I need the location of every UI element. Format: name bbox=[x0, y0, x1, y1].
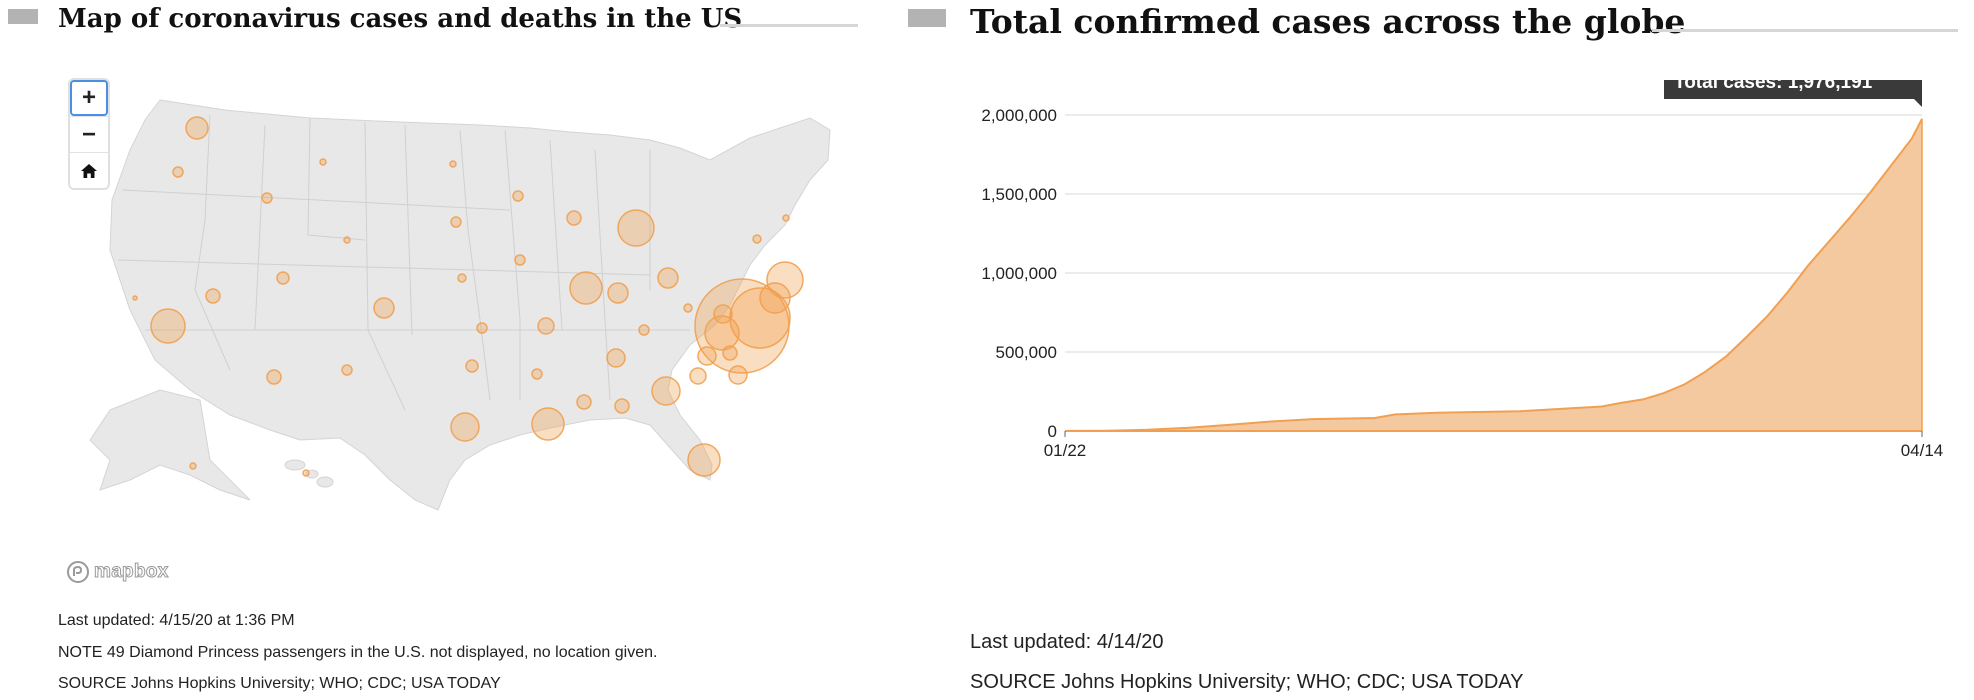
case-bubble bbox=[205, 288, 221, 304]
tooltip-box bbox=[1664, 80, 1922, 99]
case-bubble bbox=[722, 345, 738, 361]
case-bubble bbox=[189, 462, 197, 470]
case-bubble bbox=[450, 412, 480, 442]
case-bubble bbox=[713, 304, 733, 324]
case-bubble bbox=[607, 282, 629, 304]
tooltip-pointer bbox=[1914, 99, 1922, 107]
mapbox-attribution[interactable]: mapbox bbox=[66, 558, 169, 586]
y-tick-label: 1,000,000 bbox=[981, 264, 1057, 283]
case-bubble bbox=[457, 273, 467, 283]
cases-area bbox=[1065, 118, 1922, 432]
headline-rule bbox=[720, 24, 858, 27]
us-map[interactable] bbox=[50, 70, 850, 570]
y-tick-label: 1,500,000 bbox=[981, 185, 1057, 204]
case-bubble bbox=[683, 303, 693, 313]
x-tick-label: 01/22 bbox=[1044, 441, 1087, 460]
case-bubble bbox=[449, 160, 457, 168]
home-icon bbox=[81, 163, 97, 178]
zoom-in-button[interactable]: + bbox=[70, 80, 108, 116]
case-bubble bbox=[704, 315, 740, 351]
case-bubble bbox=[569, 271, 603, 305]
case-bubble bbox=[728, 365, 748, 385]
case-bubble bbox=[759, 282, 791, 314]
case-bubble bbox=[531, 407, 565, 441]
map-source: SOURCE Johns Hopkins University; WHO; CD… bbox=[58, 675, 501, 692]
chart-last-updated: Last updated: 4/14/20 bbox=[970, 631, 1164, 653]
case-bubble bbox=[266, 369, 282, 385]
headline-rule bbox=[1652, 29, 1958, 32]
case-bubble bbox=[302, 469, 310, 477]
map-last-updated: Last updated: 4/15/20 at 1:36 PM bbox=[58, 612, 295, 629]
case-bubble bbox=[729, 287, 791, 349]
case-bubble bbox=[514, 254, 526, 266]
case-bubble bbox=[465, 359, 479, 373]
case-bubble bbox=[697, 346, 717, 366]
case-bubble bbox=[576, 394, 592, 410]
zoom-out-button[interactable]: − bbox=[70, 116, 108, 152]
case-bubble bbox=[617, 209, 655, 247]
headline-block bbox=[8, 9, 38, 24]
case-bubbles bbox=[132, 116, 804, 477]
headline-block bbox=[908, 9, 946, 27]
case-bubble bbox=[687, 443, 721, 477]
cases-area-chart[interactable]: 0 500,000 1,000,000 1,500,000 2,000,000 01/22… bbox=[900, 80, 1974, 600]
y-tick-label: 0 bbox=[1048, 422, 1057, 441]
x-tick-label: 04/14 bbox=[1901, 441, 1944, 460]
chart-panel: Total confirmed cases across the globe 0… bbox=[900, 0, 1974, 700]
cases-line bbox=[1064, 118, 1923, 432]
case-bubble bbox=[766, 261, 804, 299]
case-bubble bbox=[512, 190, 524, 202]
case-bubble bbox=[531, 368, 543, 380]
tooltip-text: Total cases: 1,976,191 bbox=[1674, 80, 1873, 93]
zoom-control: + − bbox=[70, 80, 108, 188]
y-tick-label: 2,000,000 bbox=[981, 106, 1057, 125]
case-bubble bbox=[651, 376, 681, 406]
case-bubble bbox=[566, 210, 582, 226]
case-bubble bbox=[752, 234, 762, 244]
case-bubble bbox=[537, 317, 555, 335]
chart-headline: Total confirmed cases across the globe bbox=[900, 0, 1974, 50]
case-bubble bbox=[343, 236, 351, 244]
state-boundaries bbox=[117, 114, 690, 411]
case-bubble bbox=[657, 267, 679, 289]
case-bubble bbox=[319, 158, 327, 166]
case-bubble bbox=[185, 116, 209, 140]
case-bubble bbox=[606, 348, 626, 368]
mapbox-wordmark: mapbox bbox=[94, 561, 169, 583]
case-bubble bbox=[450, 216, 462, 228]
chart-title: Total confirmed cases across the globe bbox=[970, 2, 1686, 41]
case-bubble bbox=[638, 324, 650, 336]
case-bubble bbox=[689, 367, 707, 385]
case-bubble bbox=[782, 214, 790, 222]
case-bubble bbox=[132, 295, 138, 301]
chart-source: SOURCE Johns Hopkins University; WHO; CD… bbox=[970, 671, 1524, 693]
case-bubble bbox=[261, 192, 273, 204]
case-bubble bbox=[373, 297, 395, 319]
map-headline: Map of coronavirus cases and deaths in t… bbox=[0, 0, 880, 50]
alaska-shape bbox=[89, 389, 251, 501]
case-bubble bbox=[276, 271, 290, 285]
home-button[interactable] bbox=[70, 152, 108, 188]
y-tick-label: 500,000 bbox=[996, 343, 1057, 362]
map-title: Map of coronavirus cases and deaths in t… bbox=[58, 4, 743, 34]
mapbox-logo-icon bbox=[67, 561, 89, 583]
case-bubble bbox=[172, 166, 184, 178]
map-panel: Map of coronavirus cases and deaths in t… bbox=[0, 0, 880, 700]
case-bubble bbox=[150, 308, 186, 344]
map-note: NOTE 49 Diamond Princess passengers in t… bbox=[58, 644, 658, 661]
case-bubble bbox=[614, 398, 630, 414]
case-bubble bbox=[341, 364, 353, 376]
case-bubble bbox=[476, 322, 488, 334]
